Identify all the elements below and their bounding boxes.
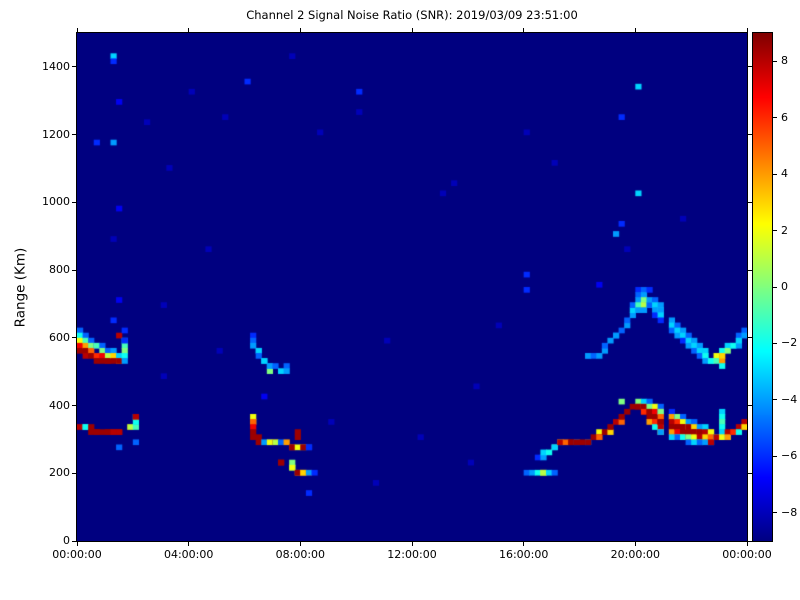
colorbar-tick-label: 6	[781, 110, 788, 124]
y-tick-mark-right	[748, 269, 752, 271]
y-tick-label: 0	[63, 534, 70, 547]
y-tick-label: 400	[49, 398, 70, 412]
colorbar-tick-mark	[773, 230, 777, 232]
y-tick-label: 1200	[42, 127, 70, 141]
colorbar-tick-label: −4	[781, 392, 798, 406]
x-tick-mark	[188, 542, 190, 546]
y-tick-mark	[72, 472, 76, 474]
x-tick-label: 08:00:00	[275, 548, 326, 561]
y-tick-mark-right	[748, 201, 752, 203]
y-tick-label: 200	[49, 466, 70, 480]
colorbar-tick-mark	[773, 455, 777, 457]
y-tick-mark	[72, 134, 76, 136]
colorbar-tick-mark	[773, 342, 777, 344]
y-tick-mark	[72, 540, 76, 542]
x-tick-mark	[299, 542, 301, 546]
y-tick-mark	[72, 337, 76, 339]
x-tick-mark-top	[411, 28, 413, 32]
y-tick-mark	[72, 201, 76, 203]
y-tick-label: 1000	[42, 195, 70, 209]
x-tick-mark	[523, 542, 525, 546]
x-tick-mark-top	[188, 28, 190, 32]
colorbar-tick-mark	[773, 512, 777, 514]
x-tick-label: 12:00:00	[387, 548, 437, 561]
y-tick-mark-right	[748, 134, 752, 136]
colorbar-tick-mark	[773, 60, 777, 62]
x-tick-mark-top	[76, 28, 78, 32]
y-tick-label: 800	[49, 263, 70, 277]
x-tick-mark	[411, 542, 413, 546]
colorbar-tick-label: 2	[781, 223, 788, 237]
x-tick-mark-top	[299, 28, 301, 32]
x-tick-label: 00:00:00	[52, 548, 102, 561]
y-tick-mark	[72, 269, 76, 271]
x-tick-mark-top	[634, 28, 636, 32]
colorbar-tick-mark	[773, 117, 777, 119]
heatmap-canvas	[77, 33, 747, 541]
y-tick-mark-right	[748, 405, 752, 407]
colorbar-tick-label: −6	[781, 449, 798, 463]
y-tick-mark-right	[748, 472, 752, 474]
colorbar-frame	[752, 32, 773, 542]
x-tick-mark	[746, 542, 748, 546]
y-tick-mark	[72, 405, 76, 407]
colorbar-tick-label: 4	[781, 167, 788, 181]
x-tick-mark-top	[746, 28, 748, 32]
x-tick-mark-top	[523, 28, 525, 32]
plot-frame	[76, 32, 748, 542]
y-tick-mark-right	[748, 66, 752, 68]
colorbar-tick-label: 8	[781, 54, 788, 68]
y-tick-label: 600	[49, 330, 70, 344]
y-tick-mark-right	[748, 337, 752, 339]
x-tick-label: 16:00:00	[498, 548, 549, 561]
x-tick-mark	[634, 542, 636, 546]
colorbar-tick-mark	[773, 173, 777, 175]
colorbar-tick-mark	[773, 399, 777, 401]
x-tick-mark	[76, 542, 78, 546]
colorbar-canvas	[753, 33, 772, 541]
x-tick-label: 20:00:00	[610, 548, 661, 561]
x-tick-label: 04:00:00	[163, 548, 214, 561]
colorbar-tick-label: −2	[781, 336, 798, 350]
x-tick-label: 00:00:00	[722, 548, 772, 561]
colorbar-tick-label: 0	[781, 280, 788, 293]
chart-title: Channel 2 Signal Noise Ratio (SNR): 2019…	[246, 8, 578, 22]
y-tick-mark-right	[748, 540, 752, 542]
y-tick-label: 1400	[42, 59, 70, 73]
colorbar-tick-label: −8	[781, 505, 798, 519]
colorbar-tick-mark	[773, 286, 777, 288]
y-tick-mark	[72, 66, 76, 68]
